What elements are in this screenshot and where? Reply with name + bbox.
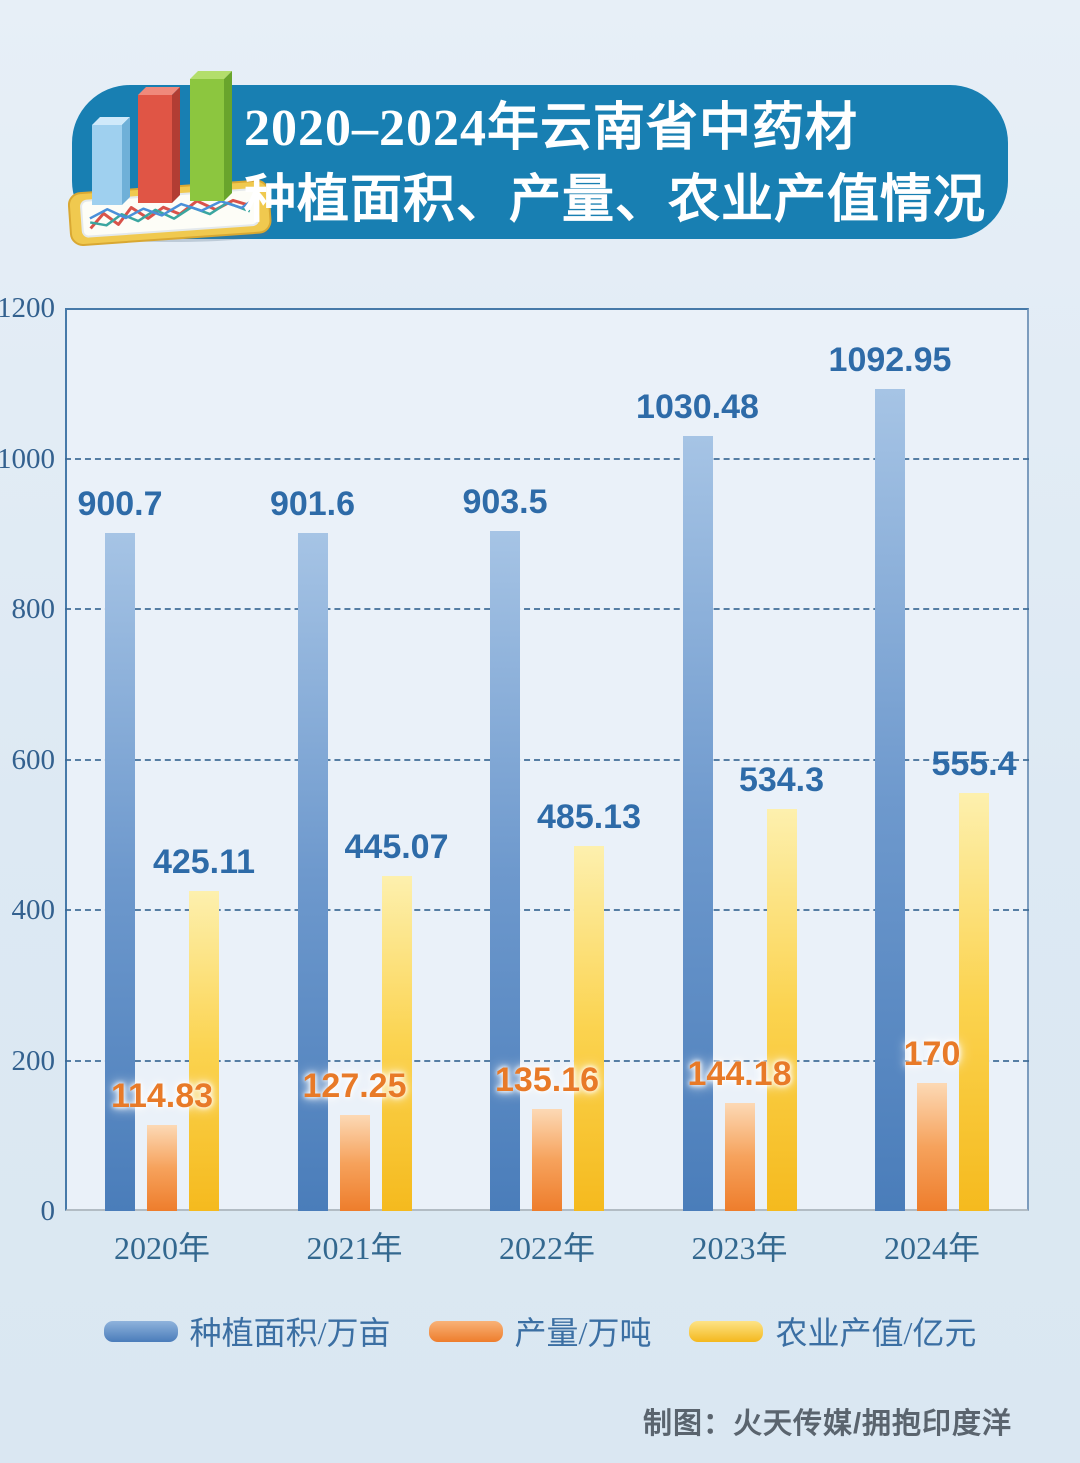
bar-2022年-种植面积/万亩 bbox=[490, 531, 520, 1211]
value-label-2021年-农业产值/亿元: 445.07 bbox=[344, 828, 449, 867]
y-tick-0: 0 bbox=[40, 1195, 56, 1227]
bar-2020年-农业产值/亿元 bbox=[189, 891, 219, 1211]
bar-2023年-农业产值/亿元 bbox=[766, 808, 797, 1211]
y-tick-400: 400 bbox=[11, 894, 56, 926]
value-label-2021年-种植面积/万亩: 901.6 bbox=[269, 484, 356, 523]
gridline-200 bbox=[65, 1059, 1029, 1062]
x-tick-2022年: 2022年 bbox=[498, 1230, 596, 1266]
x-tick-2021年: 2021年 bbox=[306, 1230, 403, 1266]
legend-item-种植面积/万亩: 种植面积/万亩 bbox=[103, 1308, 391, 1354]
value-label-2023年-农业产值/亿元: 534.3 bbox=[738, 760, 825, 799]
credit-text: 制图：火天传媒/拥抱印度洋 bbox=[642, 1408, 1012, 1440]
bar-2024年-种植面积/万亩 bbox=[875, 388, 905, 1211]
x-tick-2024年: 2024年 bbox=[883, 1230, 981, 1266]
value-label-2020年-种植面积/万亩: 900.7 bbox=[77, 485, 163, 524]
value-label-2024年-产量/万吨: 170 bbox=[903, 1035, 961, 1074]
y-tick-800: 800 bbox=[11, 593, 56, 625]
y-tick-200: 200 bbox=[11, 1044, 56, 1077]
bar-2020年-产量/万吨 bbox=[147, 1124, 177, 1211]
value-label-2020年-产量/万吨: 114.83 bbox=[110, 1076, 214, 1115]
legend-swatch bbox=[103, 1320, 178, 1342]
value-label-2022年-产量/万吨: 135.16 bbox=[495, 1061, 599, 1100]
bar-2021年-产量/万吨 bbox=[339, 1115, 370, 1211]
legend-swatch bbox=[428, 1320, 503, 1342]
bar-2021年-农业产值/亿元 bbox=[381, 876, 412, 1211]
value-label-2022年-农业产值/亿元: 485.13 bbox=[537, 797, 641, 836]
legend-label: 农业产值/亿元 bbox=[775, 1315, 977, 1351]
legend-item-产量/万吨: 产量/万吨 bbox=[428, 1308, 652, 1354]
title-banner: 2020–2024年云南省中药材 种植面积、产量、农业产值情况 bbox=[68, 71, 1008, 246]
chart-title-line-2: 种植面积、产量、农业产值情况 bbox=[244, 172, 987, 229]
chart-title-line-1: 2020–2024年云南省中药材 bbox=[244, 100, 859, 157]
chart-title: 2020–2024年云南省中药材 种植面积、产量、农业产值情况 bbox=[244, 93, 986, 237]
bar-chart-tablet-icon bbox=[68, 71, 272, 246]
gridline-400 bbox=[65, 909, 1029, 911]
x-tick-2020年: 2020年 bbox=[113, 1230, 211, 1266]
bar-2020年-种植面积/万亩 bbox=[105, 533, 135, 1211]
value-label-2020年-农业产值/亿元: 425.11 bbox=[152, 843, 256, 882]
legend-label: 产量/万吨 bbox=[514, 1315, 652, 1351]
gridline-1000 bbox=[65, 457, 1029, 460]
legend-swatch bbox=[689, 1320, 764, 1342]
gridline-600 bbox=[65, 758, 1029, 761]
y-tick-1000: 1000 bbox=[0, 442, 55, 475]
value-label-2023年-种植面积/万亩: 1030.48 bbox=[636, 387, 759, 426]
value-label-2021年-产量/万吨: 127.25 bbox=[302, 1067, 407, 1106]
chart-legend: 种植面积/万亩 产量/万吨 农业产值/亿元 bbox=[0, 1308, 1080, 1354]
bar-2022年-农业产值/亿元 bbox=[574, 845, 604, 1211]
value-label-2023年-产量/万吨: 144.18 bbox=[687, 1054, 792, 1093]
gridline-800 bbox=[65, 608, 1029, 610]
y-tick-1200: 1200 bbox=[0, 292, 55, 324]
legend-label: 种植面积/万亩 bbox=[189, 1315, 391, 1351]
x-tick-2023年: 2023年 bbox=[691, 1230, 788, 1266]
value-label-2024年-农业产值/亿元: 555.4 bbox=[931, 745, 1017, 784]
value-label-2022年-种植面积/万亩: 903.5 bbox=[462, 483, 548, 522]
bar-2024年-产量/万吨 bbox=[917, 1083, 947, 1211]
bar-2021年-种植面积/万亩 bbox=[297, 532, 328, 1211]
legend-item-农业产值/亿元: 农业产值/亿元 bbox=[689, 1308, 976, 1354]
bar-2022年-产量/万吨 bbox=[532, 1109, 562, 1211]
bar-2024年-农业产值/亿元 bbox=[959, 793, 989, 1211]
value-label-2024年-种植面积/万亩: 1092.95 bbox=[828, 340, 952, 379]
bar-2023年-种植面积/万亩 bbox=[682, 435, 713, 1211]
bar-2023年-产量/万吨 bbox=[724, 1102, 755, 1211]
y-tick-600: 600 bbox=[11, 743, 56, 776]
